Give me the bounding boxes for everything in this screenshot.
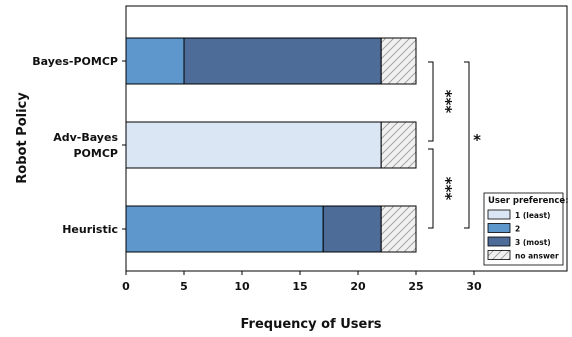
significance-label: *** [437, 90, 455, 114]
significance-label: *** [437, 177, 455, 201]
bars-layer [125, 37, 417, 253]
bar-segment [380, 37, 417, 85]
y-category-label: Adv-Bayes POMCP [53, 131, 118, 160]
bar-segment [322, 205, 382, 253]
bar-segment [380, 205, 417, 253]
legend-swatch [487, 250, 511, 260]
legend-label: 2 [515, 225, 520, 234]
bar-segment [125, 121, 382, 169]
x-tick-label: 25 [408, 280, 423, 293]
y-category-label: Bayes-POMCP [32, 55, 118, 68]
y-axis-categories: Bayes-POMCP Adv-Bayes POMCP Heuristic [32, 55, 126, 236]
significance-label: * [473, 131, 481, 149]
significance-bracket [428, 61, 434, 142]
legend-label: 1 (least) [515, 211, 550, 220]
bar-segment [125, 37, 185, 85]
legend-swatch [487, 236, 511, 247]
legend-swatch [487, 223, 511, 233]
x-axis-title: Frequency of Users [241, 317, 382, 332]
bar-segment [125, 205, 324, 253]
significance-brackets: ******* [428, 61, 481, 229]
x-tick-label: 5 [180, 280, 188, 293]
x-tick-label: 30 [466, 280, 482, 293]
bar-segment [183, 37, 382, 85]
legend-title: User preference: [488, 196, 569, 206]
legend-label: no answer [515, 252, 559, 261]
significance-bracket [428, 148, 434, 229]
x-tick-label: 10 [234, 280, 250, 293]
y-category-label: Heuristic [62, 223, 118, 236]
y-axis-title: Robot Policy [15, 92, 30, 184]
legend-swatch [487, 209, 511, 220]
x-axis-ticks: 0 5 10 15 20 25 30 [122, 271, 482, 293]
bar-segment [380, 121, 417, 169]
legend-label: 3 (most) [515, 238, 551, 247]
x-tick-label: 15 [292, 280, 307, 293]
legend: User preference: 1 (least) 2 3 (most) no ans… [483, 192, 569, 266]
x-tick-label: 20 [350, 280, 366, 293]
significance-bracket [464, 61, 470, 229]
x-tick-label: 0 [122, 280, 130, 293]
